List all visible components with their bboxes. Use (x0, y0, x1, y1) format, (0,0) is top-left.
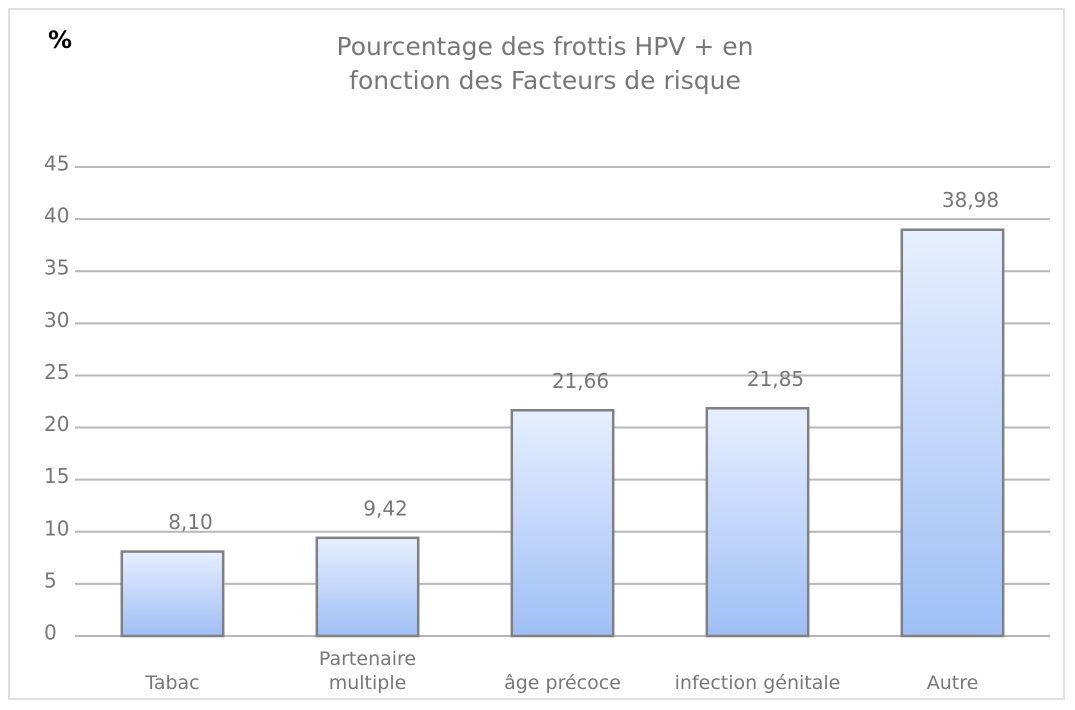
data-label: 8,10 (168, 510, 213, 534)
y-tick-label: 15 (44, 464, 69, 488)
frame (8, 8, 1065, 700)
y-axis-label: % (48, 26, 73, 54)
x-tick-label: infection génitale (674, 672, 841, 694)
x-tick-label: Partenaire multiple (318, 648, 417, 694)
bar (705, 407, 810, 638)
y-tick-label: 45 (44, 152, 69, 176)
y-tick-label: 10 (44, 516, 69, 540)
x-tick-label: Autre (926, 672, 979, 694)
y-tick-label: 40 (44, 204, 69, 228)
y-tick-label: 0 (44, 621, 57, 645)
bar (900, 228, 1005, 638)
data-label: 21,85 (747, 367, 804, 391)
bar (120, 550, 225, 638)
data-label: 38,98 (942, 188, 999, 212)
y-tick-label: 5 (44, 568, 57, 592)
y-tick-label: 35 (44, 256, 69, 280)
x-tick-label: Tabac (145, 672, 200, 694)
bar (315, 536, 420, 638)
chart-title: Pourcentage des frottis HPV + en fonctio… (336, 32, 754, 95)
y-tick-label: 20 (44, 412, 69, 436)
x-tick-label: âge précoce (504, 672, 621, 694)
data-label: 9,42 (363, 496, 408, 520)
data-label: 21,66 (552, 369, 609, 393)
y-tick-label: 30 (44, 308, 69, 332)
bar (510, 409, 615, 638)
y-tick-label: 25 (44, 360, 69, 384)
